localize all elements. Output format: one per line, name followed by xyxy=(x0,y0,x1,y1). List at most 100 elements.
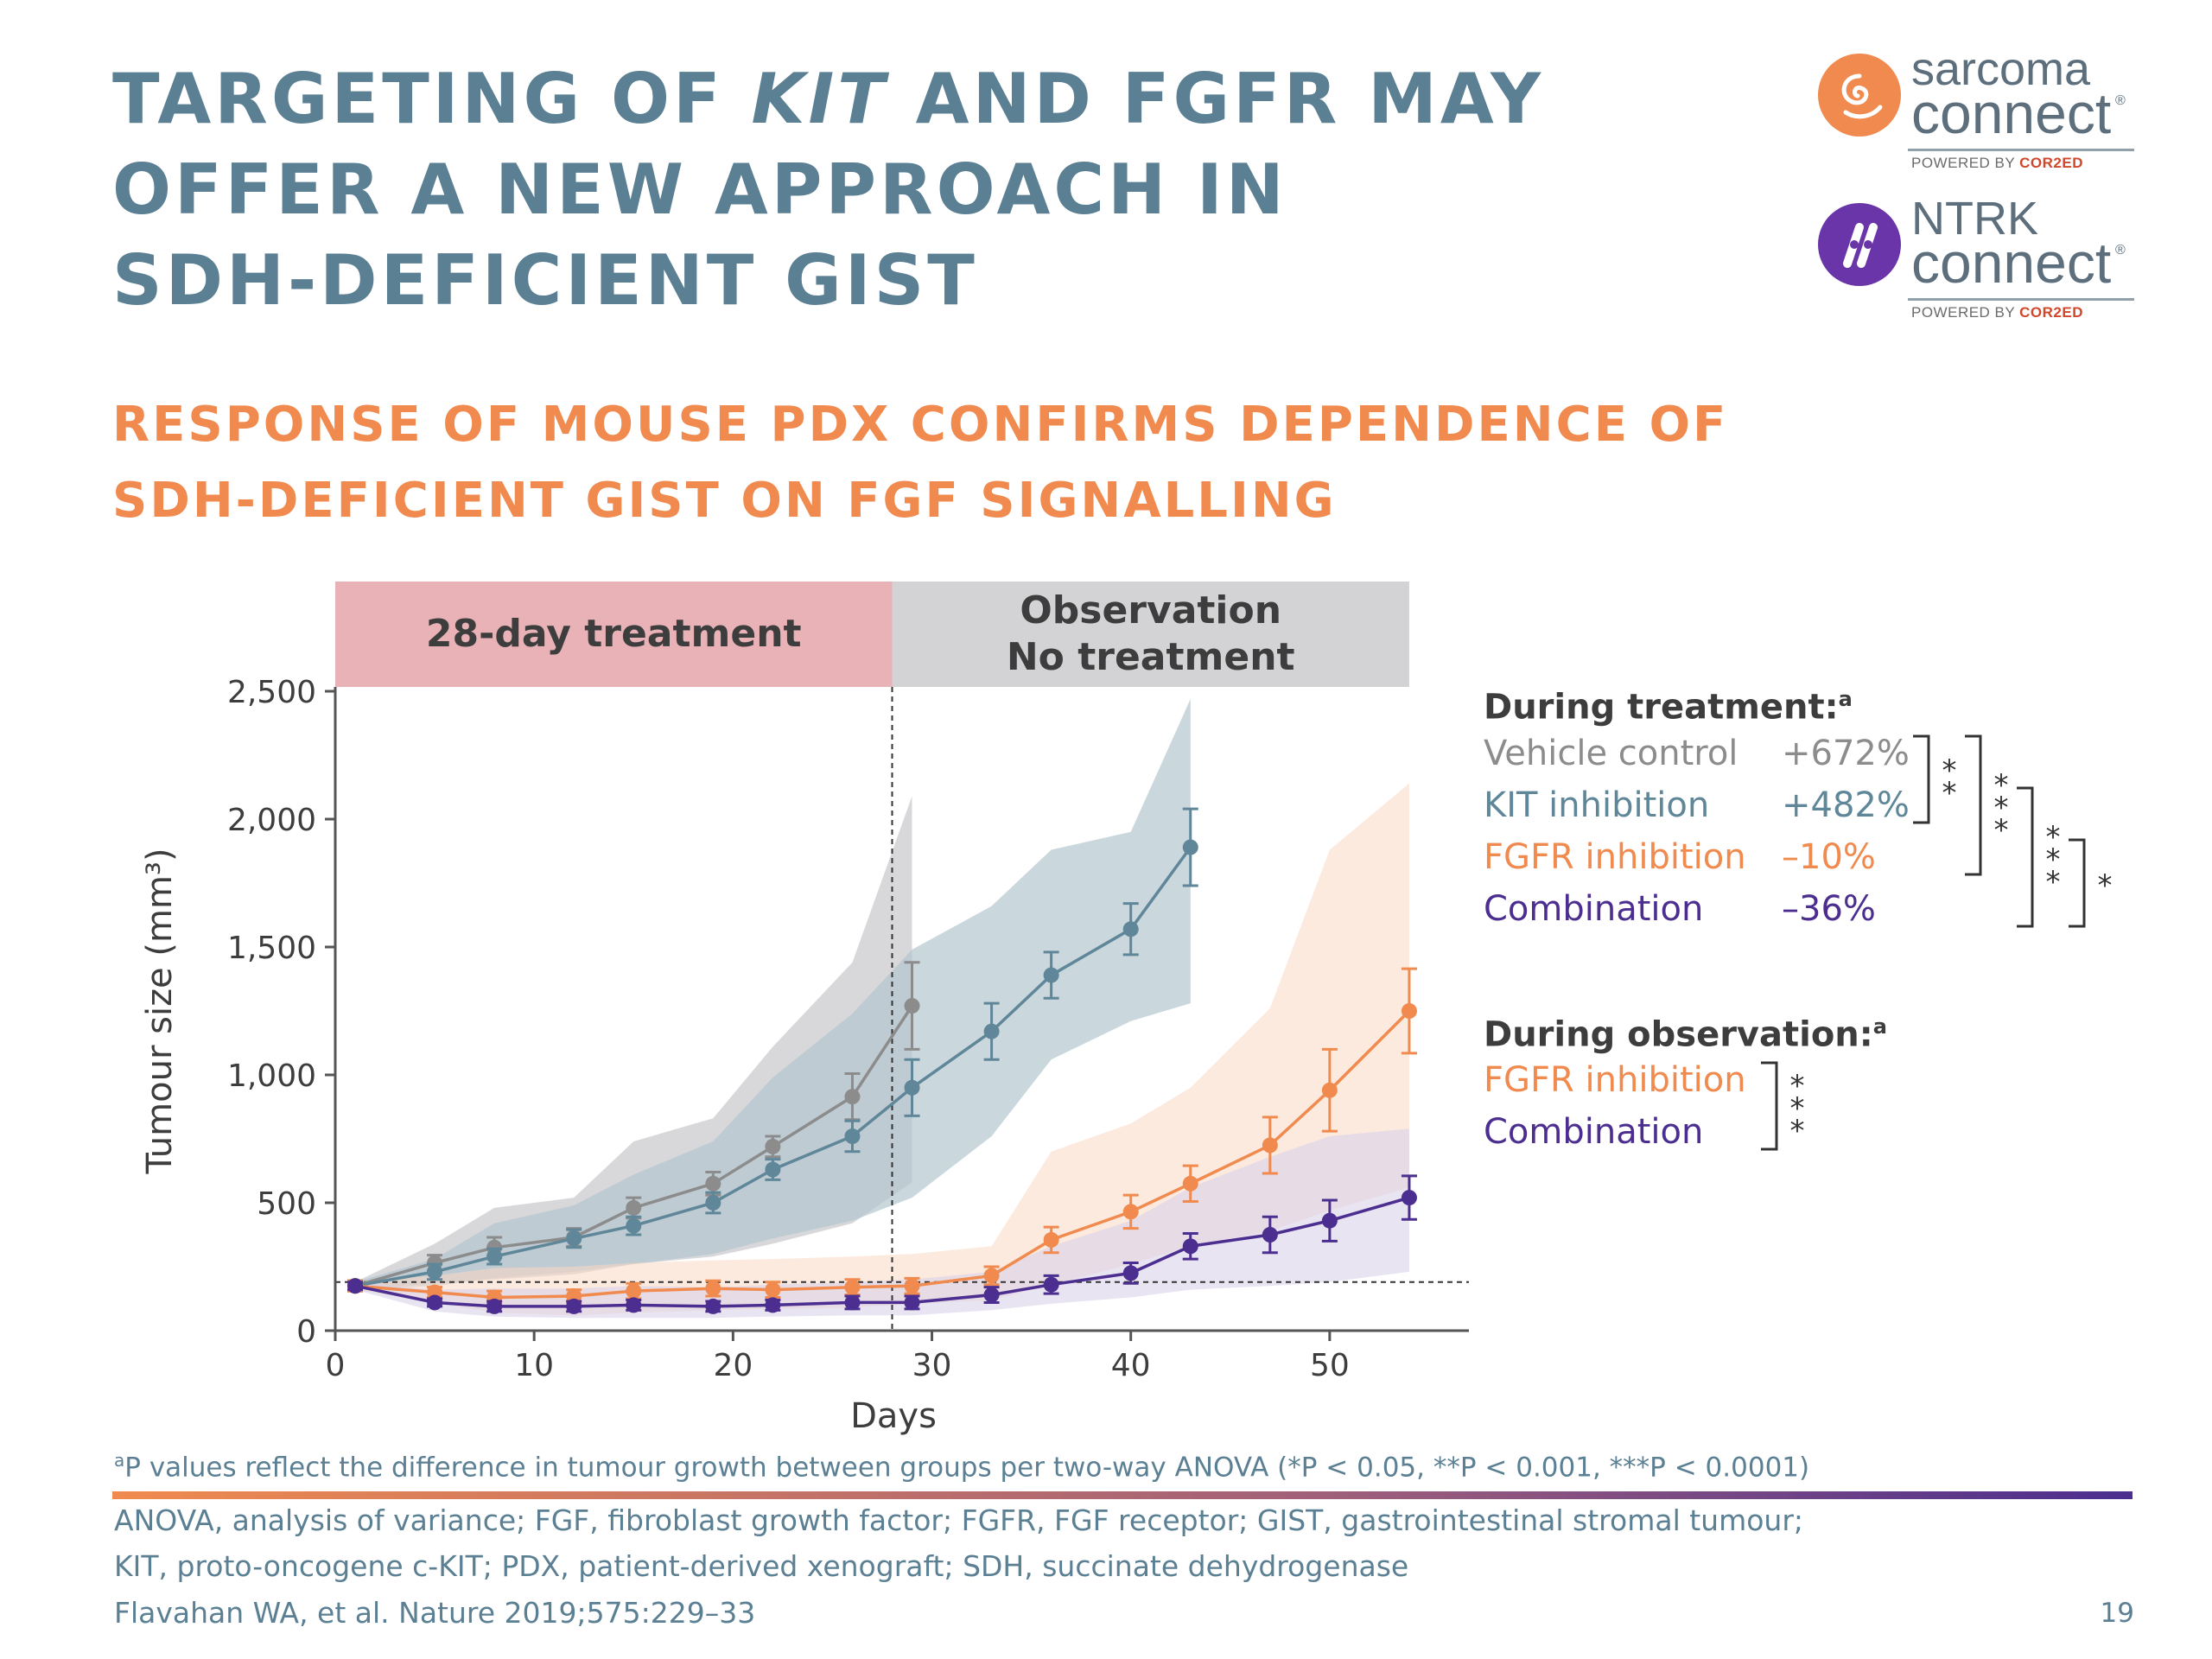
footnote-text: P values reflect the difference in tumou… xyxy=(124,1452,1810,1484)
data-point xyxy=(1043,1231,1059,1248)
observation-heading-sup: a xyxy=(1872,1014,1887,1039)
treatment-legend-heading: During treatment:a xyxy=(1484,677,1853,728)
legend-name: FGFR inhibition xyxy=(1484,837,1746,877)
significance-bracket xyxy=(1761,1061,1778,1151)
significance-stars: * xyxy=(2098,868,2113,903)
data-point xyxy=(1401,1003,1417,1019)
x-axis-label: Days xyxy=(850,1396,937,1436)
abbreviations-line-2: KIT, proto-oncogene c-KIT; PDX, patient-… xyxy=(114,1549,1409,1583)
logo-rule xyxy=(1908,149,2134,151)
legend-value: –36% xyxy=(1782,889,1876,929)
significance-stars: * * * xyxy=(2046,820,2061,899)
significance-bracket xyxy=(2017,786,2034,928)
powered-by-prefix: POWERED BY xyxy=(1911,304,2020,321)
legend-row-obs-combination: Combination xyxy=(1484,1108,1933,1156)
significance-stars: * * xyxy=(1942,753,1957,810)
data-point xyxy=(1122,1204,1139,1220)
treatment-heading-sup: a xyxy=(1838,687,1853,711)
legend-value: –10% xyxy=(1782,837,1876,877)
x-tick-label: 0 xyxy=(326,1348,346,1383)
data-point xyxy=(1321,1212,1338,1229)
y-tick-label: 1,000 xyxy=(227,1058,316,1094)
legend-name: Combination xyxy=(1484,889,1704,929)
data-point xyxy=(983,1023,1000,1039)
phase-label: No treatment xyxy=(1007,635,1295,679)
data-point xyxy=(844,1128,861,1145)
data-point xyxy=(427,1263,443,1280)
powered-by-brand: COR2ED xyxy=(2019,155,2084,171)
subtitle-line-2: SDH-DEFICIENT GIST ON FGF SIGNALLING xyxy=(112,473,1337,529)
data-point xyxy=(1122,921,1139,938)
ntrk-connect-logo: NTRK connect ® POWERED BY COR2ED xyxy=(1806,194,2143,324)
legend-value: +482% xyxy=(1782,785,1910,825)
confidence-band xyxy=(355,1128,1409,1319)
treatment-heading-text: During treatment: xyxy=(1484,687,1839,728)
data-point xyxy=(705,1281,721,1297)
footnote-sup: a xyxy=(114,1450,125,1471)
data-point xyxy=(1043,1276,1059,1293)
significance-bracket xyxy=(1913,734,1930,824)
title-line-2: OFFER A NEW APPROACH IN xyxy=(112,149,1287,230)
sarcoma-connect-logo: sarcoma connect ® POWERED BY COR2ED xyxy=(1806,45,2143,175)
confidence-band xyxy=(355,698,1191,1290)
data-point xyxy=(486,1298,503,1314)
data-point xyxy=(1262,1227,1278,1243)
subtitle-line-1: RESPONSE OF MOUSE PDX CONFIRMS DEPENDENC… xyxy=(112,397,1729,453)
significance-bracket xyxy=(2069,838,2086,928)
logo-word-sarcoma: sarcoma xyxy=(1911,43,2091,95)
title-kit-italic: KIT xyxy=(751,59,888,139)
powered-by: POWERED BY COR2ED xyxy=(1911,303,2083,322)
legend-name: Vehicle control xyxy=(1484,734,1738,773)
data-point xyxy=(486,1249,503,1265)
abbreviations-line-1: ANOVA, analysis of variance; FGF, fibrob… xyxy=(114,1503,1804,1537)
y-tick-label: 2,000 xyxy=(227,803,316,838)
data-point xyxy=(566,1298,582,1314)
data-point xyxy=(765,1297,781,1313)
abbreviations: ANOVA, analysis of variance; FGF, fibrob… xyxy=(114,1497,1803,1589)
x-tick-label: 20 xyxy=(713,1348,753,1383)
legend-name: FGFR inhibition xyxy=(1484,1060,1746,1100)
data-point xyxy=(904,1278,920,1294)
legend-name: Combination xyxy=(1484,1112,1704,1152)
y-axis-label: Tumour size (mm³) xyxy=(140,848,180,1174)
gradient-divider xyxy=(112,1491,2133,1499)
logo-word-connect: connect xyxy=(1911,231,2112,295)
title-line-1: TARGETING OF KIT AND FGFR MAY xyxy=(112,59,1545,139)
significance-stars: * * * xyxy=(1994,768,2009,848)
logo-word-connect: connect xyxy=(1911,81,2112,145)
data-point xyxy=(1122,1265,1139,1281)
reference: Flavahan WA, et al. Nature 2019;575:229–… xyxy=(114,1596,756,1630)
title-line-3: SDH-DEFICIENT GIST xyxy=(112,240,978,321)
data-point xyxy=(566,1230,582,1247)
phase-label: 28-day treatment xyxy=(426,612,802,656)
significance-stars: * * * xyxy=(1790,1069,1805,1148)
powered-by-prefix: POWERED BY xyxy=(1911,155,2020,171)
legend-row-combination: Combination –36% xyxy=(1484,885,1933,933)
x-tick-label: 10 xyxy=(514,1348,554,1383)
data-point xyxy=(983,1268,1000,1284)
data-point xyxy=(1043,967,1059,983)
powered-by-brand: COR2ED xyxy=(2019,304,2084,321)
data-point xyxy=(427,1294,443,1311)
data-point xyxy=(1182,1175,1198,1192)
data-point xyxy=(765,1138,781,1154)
slide-title: TARGETING OF KIT AND FGFR MAY OFFER A NE… xyxy=(112,54,1581,326)
page-number: 19 xyxy=(2100,1598,2134,1629)
observation-heading-text: During observation: xyxy=(1484,1014,1873,1055)
x-tick-label: 30 xyxy=(912,1348,952,1383)
data-point xyxy=(1401,1190,1417,1206)
confidence-band xyxy=(355,783,1409,1316)
data-point xyxy=(904,998,920,1014)
data-point xyxy=(1321,1082,1338,1098)
legend-row-vehicle: Vehicle control +672% xyxy=(1484,729,1933,778)
logo-rule xyxy=(1908,298,2134,301)
phase-label: Observation xyxy=(1020,588,1281,632)
data-point xyxy=(844,1279,861,1295)
data-point xyxy=(765,1161,781,1178)
registered-mark: ® xyxy=(2115,243,2126,257)
data-point xyxy=(705,1298,721,1314)
data-point xyxy=(1182,1238,1198,1255)
x-tick-label: 50 xyxy=(1310,1348,1350,1383)
data-point xyxy=(626,1217,642,1234)
